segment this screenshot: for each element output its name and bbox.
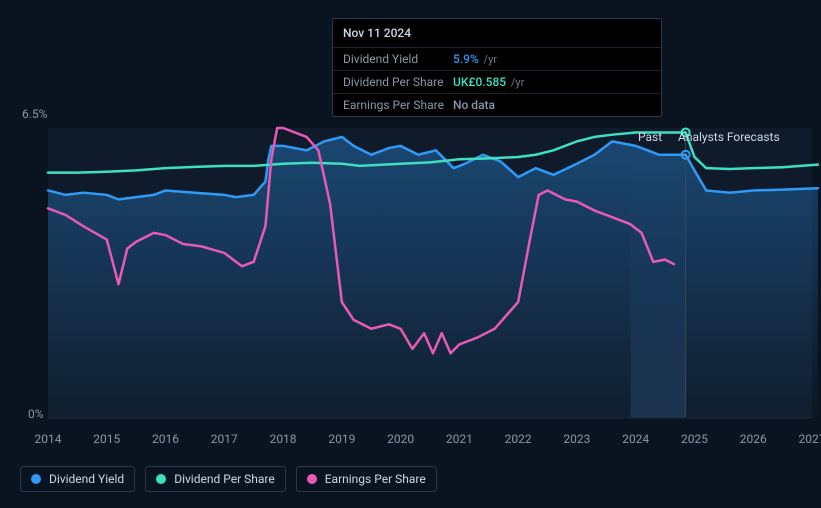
tooltip-row-value: No data: [453, 98, 495, 112]
legend-item[interactable]: Earnings Per Share: [296, 466, 437, 492]
legend-item-label: Dividend Yield: [49, 472, 124, 486]
x-axis-year-label: 2026: [740, 432, 767, 446]
y-axis-max-label: 6.5%: [22, 107, 47, 121]
legend-item-label: Dividend Per Share: [174, 472, 275, 486]
tooltip-row-value: 5.9% /yr: [453, 52, 497, 66]
tooltip-row-value: UK£0.585 /yr: [453, 75, 524, 89]
y-axis-min-label: 0%: [28, 407, 44, 421]
x-axis-labels: 2014 2015 2016 2017 2018 2019 2020 2021 2022 2023…: [0, 432, 821, 450]
chart-legend: Dividend Yield Dividend Per Share Earnings…: [20, 466, 437, 492]
tooltip-row-label: Dividend Yield: [343, 52, 453, 66]
x-axis-year-label: 2015: [93, 432, 120, 446]
tooltip-row: Earnings Per ShareNo data: [333, 94, 661, 116]
x-axis-year-label: 2024: [622, 432, 649, 446]
x-axis-year-label: 2023: [563, 432, 590, 446]
x-axis-year-label: 2021: [446, 432, 473, 446]
legend-swatch-icon: [31, 474, 41, 484]
x-axis-year-label: 2017: [211, 432, 238, 446]
legend-item[interactable]: Dividend Yield: [20, 466, 135, 492]
past-label: Past: [638, 130, 662, 144]
legend-item[interactable]: Dividend Per Share: [145, 466, 286, 492]
x-axis-year-label: 2025: [681, 432, 708, 446]
chart-tooltip: Nov 11 2024 Dividend Yield5.9% /yrDivide…: [332, 18, 662, 117]
tooltip-row-label: Earnings Per Share: [343, 98, 453, 112]
tooltip-row: Dividend Yield5.9% /yr: [333, 48, 661, 71]
x-axis-year-label: 2027: [799, 432, 821, 446]
x-axis-year-label: 2019: [328, 432, 355, 446]
x-axis-year-label: 2020: [387, 432, 414, 446]
tooltip-date: Nov 11 2024: [333, 19, 661, 48]
forecast-label: Analysts Forecasts: [678, 130, 780, 144]
x-axis-year-label: 2014: [35, 432, 62, 446]
legend-item-label: Earnings Per Share: [325, 472, 426, 486]
dividend-chart: Nov 11 2024 Dividend Yield5.9% /yrDivide…: [0, 0, 821, 508]
legend-swatch-icon: [307, 474, 317, 484]
tooltip-row: Dividend Per ShareUK£0.585 /yr: [333, 71, 661, 94]
x-axis-year-label: 2018: [270, 432, 297, 446]
tooltip-row-label: Dividend Per Share: [343, 75, 453, 89]
x-axis-year-label: 2022: [505, 432, 532, 446]
legend-swatch-icon: [156, 474, 166, 484]
x-axis-year-label: 2016: [152, 432, 179, 446]
